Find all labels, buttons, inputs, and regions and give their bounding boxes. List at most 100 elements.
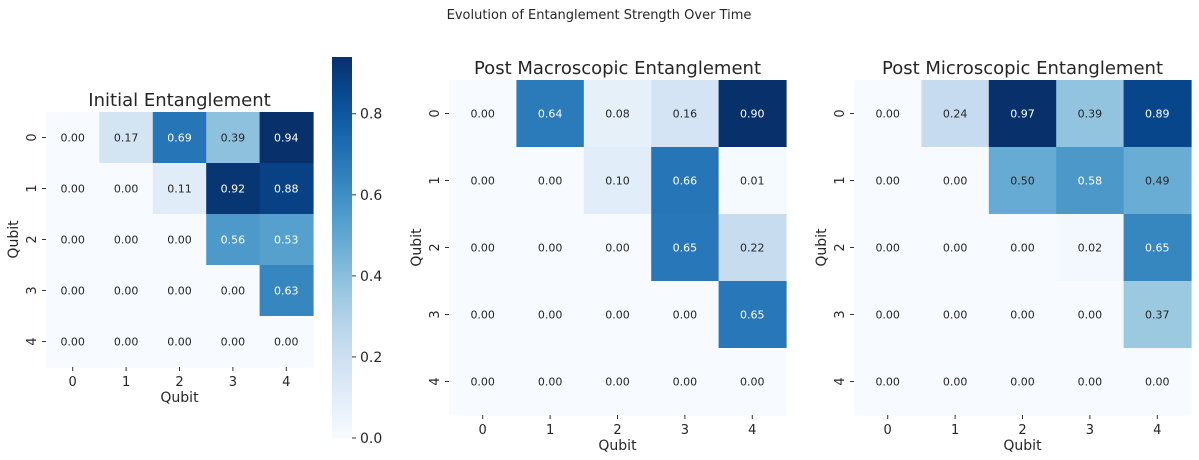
x-tick-label: 2 [613,423,621,438]
heatmap-cell-r0-c1 [921,80,990,148]
cell-value-label: 0.90 [740,108,765,121]
heatmap-cell-r3-c0 [46,265,100,317]
heatmap-panel-1: 0.00 0.17 0.69 0.39 0.940.00 0.00 0.11 0.92 0.88… [6,57,382,447]
heatmap-cell-r0-c2 [988,80,1057,148]
cell-value-label: 0.00 [60,183,85,196]
heatmap-cell-r1-c3 [1056,147,1125,215]
x-tick-label: 0 [479,423,487,438]
cell-value-label: 0.10 [605,175,630,188]
cell-value-label: 0.00 [1010,242,1035,255]
heatmap-cell-r3-c4 [1123,281,1192,349]
heatmap-cell-r4-c1 [99,316,154,368]
cell-value-label: 0.63 [274,285,299,298]
heatmap-cell-r1-c4 [718,147,787,215]
panel-title: Post Microscopic Entanglement [882,58,1163,79]
colorbar-tick-label: 0.0 [360,431,382,447]
cell-value-label: 0.17 [114,132,139,145]
heatmap-cell-r4-c2 [988,348,1057,416]
y-axis-label: Qubit [814,228,830,267]
y-tick-label: 2 [833,243,848,251]
cell-value-label: 0.02 [1078,242,1103,255]
heatmap-cell-r4-c1 [921,348,990,416]
cell-value-label: 0.00 [605,309,630,322]
x-tick-label: 0 [884,423,892,438]
heatmap-cell-r3-c4 [718,281,787,349]
y-tick-label: 0 [25,133,40,141]
cell-value-label: 0.65 [1145,242,1170,255]
x-axis-label: Qubit [160,390,199,406]
heatmap-cell-r1-c2 [988,147,1057,215]
heatmap-cell-r0-c1 [99,112,154,164]
cell-value-label: 0.00 [470,376,495,389]
heatmap-cell-r1-c1 [921,147,990,215]
heatmap-cell-r1-c0 [449,147,517,215]
heatmap-cell-r0-c3 [651,80,720,148]
heatmap-panel-2: 0.00 0.64 0.08 0.16 0.90 0.00 0.00 0.10 0.66 0.01… [409,58,787,454]
cell-value-label: 0.00 [1078,376,1103,389]
cell-value-label: 0.00 [538,175,563,188]
cell-value-label: 0.00 [114,336,139,349]
figure-suptitle: Evolution of Entanglement Strength Over … [447,8,752,23]
x-tick-label: 0 [69,375,77,390]
heatmap-cell-r1-c4 [259,163,314,215]
heatmap-cell-r1-c3 [651,147,720,215]
cell-value-label: 0.37 [1145,309,1170,322]
cell-value-label: 0.56 [221,234,246,247]
heatmap-cell-r4-c0 [449,348,517,416]
y-tick-label: 4 [25,337,40,345]
cell-value-label: 0.00 [538,309,563,322]
heatmap-cell-r3-c2 [152,265,207,317]
cell-value-label: 0.00 [60,132,85,145]
cell-value-label: 0.97 [1010,108,1035,121]
x-axis-label: Qubit [598,438,637,454]
cell-value-label: 0.00 [875,108,900,121]
cell-value-label: 0.50 [1010,175,1035,188]
x-tick-label: 4 [1153,423,1161,438]
heatmap-cell-r0-c0 [449,80,517,148]
heatmap-cell-r2-c1 [921,214,990,282]
heatmap-cell-r2-c4 [259,214,314,266]
cell-value-label: 0.94 [274,132,299,145]
cell-value-label: 0.24 [943,108,968,121]
x-tick-label: 3 [681,423,689,438]
heatmap-cell-r3-c1 [99,265,154,317]
cell-value-label: 0.65 [740,309,765,322]
cell-value-label: 0.00 [1145,376,1170,389]
y-tick-label: 0 [428,109,443,117]
cell-value-label: 0.00 [943,175,968,188]
heatmap-cell-r4-c4 [718,348,787,416]
heatmap-cell-r1-c1 [516,147,585,215]
cell-value-label: 0.65 [673,242,698,255]
heatmap-cell-r2-c3 [206,214,261,266]
y-tick-label: 3 [428,310,443,318]
cell-value-label: 0.00 [114,183,139,196]
heatmap-cell-r3-c1 [921,281,990,349]
cell-value-label: 0.58 [1078,175,1103,188]
colorbar-tick-label: 0.4 [360,269,382,285]
cell-value-label: 0.11 [167,183,192,196]
colorbar-tick-label: 0.8 [360,107,382,123]
x-tick-label: 3 [1086,423,1094,438]
heatmap-panel-3: 0.00 0.24 0.97 0.39 0.89 0.00 0.00 0.50 0.58 0.49… [814,58,1192,454]
x-tick-label: 4 [282,375,290,390]
y-tick-label: 0 [833,109,848,117]
cell-value-label: 0.69 [167,132,192,145]
y-tick-label: 3 [25,286,40,294]
heatmap-cell-r4-c2 [583,348,652,416]
x-tick-label: 2 [1018,423,1026,438]
x-tick-label: 1 [546,423,554,438]
heatmap-cell-r1-c0 [46,163,100,215]
heatmap-cell-r2-c4 [1123,214,1192,282]
heatmap-cell-r3-c1 [516,281,585,349]
x-axis-label: Qubit [1003,438,1042,454]
heatmap-cell-r2-c1 [99,214,154,266]
cell-value-label: 0.00 [875,175,900,188]
cell-value-label: 0.00 [943,242,968,255]
cell-value-label: 0.00 [114,234,139,247]
heatmap-cell-r2-c3 [1056,214,1125,282]
cell-value-label: 0.00 [875,242,900,255]
heatmap-cell-r4-c0 [854,348,922,416]
cell-value-label: 0.00 [470,175,495,188]
cell-value-label: 0.00 [1010,309,1035,322]
